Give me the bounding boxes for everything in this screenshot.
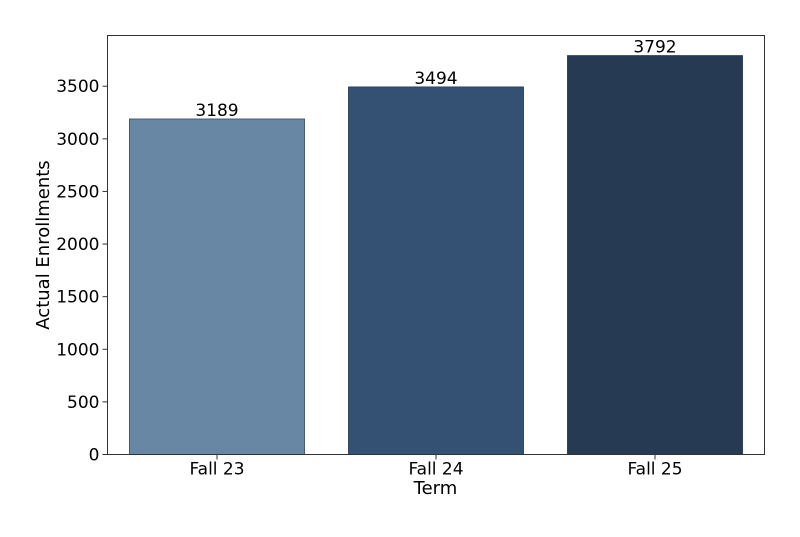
y-tick-label: 0	[89, 446, 100, 466]
y-axis-label: Actual Enrollments	[33, 160, 54, 329]
x-axis-label: Term	[413, 478, 458, 499]
x-tick-label: Fall 25	[627, 460, 682, 480]
y-tick-label: 1500	[56, 288, 99, 308]
data-label: 3494	[414, 69, 457, 89]
x-tick-label: Fall 24	[408, 460, 463, 480]
x-tick-label: Fall 23	[189, 460, 244, 480]
bar-fall-23	[129, 118, 305, 455]
y-tick-label: 1000	[56, 340, 99, 360]
y-tick-label: 3000	[56, 130, 99, 150]
y-tick-label: 2000	[56, 235, 99, 255]
y-tick-label: 2500	[56, 182, 99, 202]
y-tick-label: 3500	[56, 77, 99, 97]
plot-frame	[107, 35, 765, 455]
bar-fall-25	[567, 55, 743, 455]
y-tick-label: 500	[67, 393, 99, 413]
data-label: 3792	[633, 37, 676, 57]
bar-fall-24	[348, 86, 524, 455]
data-label: 3189	[195, 101, 238, 121]
